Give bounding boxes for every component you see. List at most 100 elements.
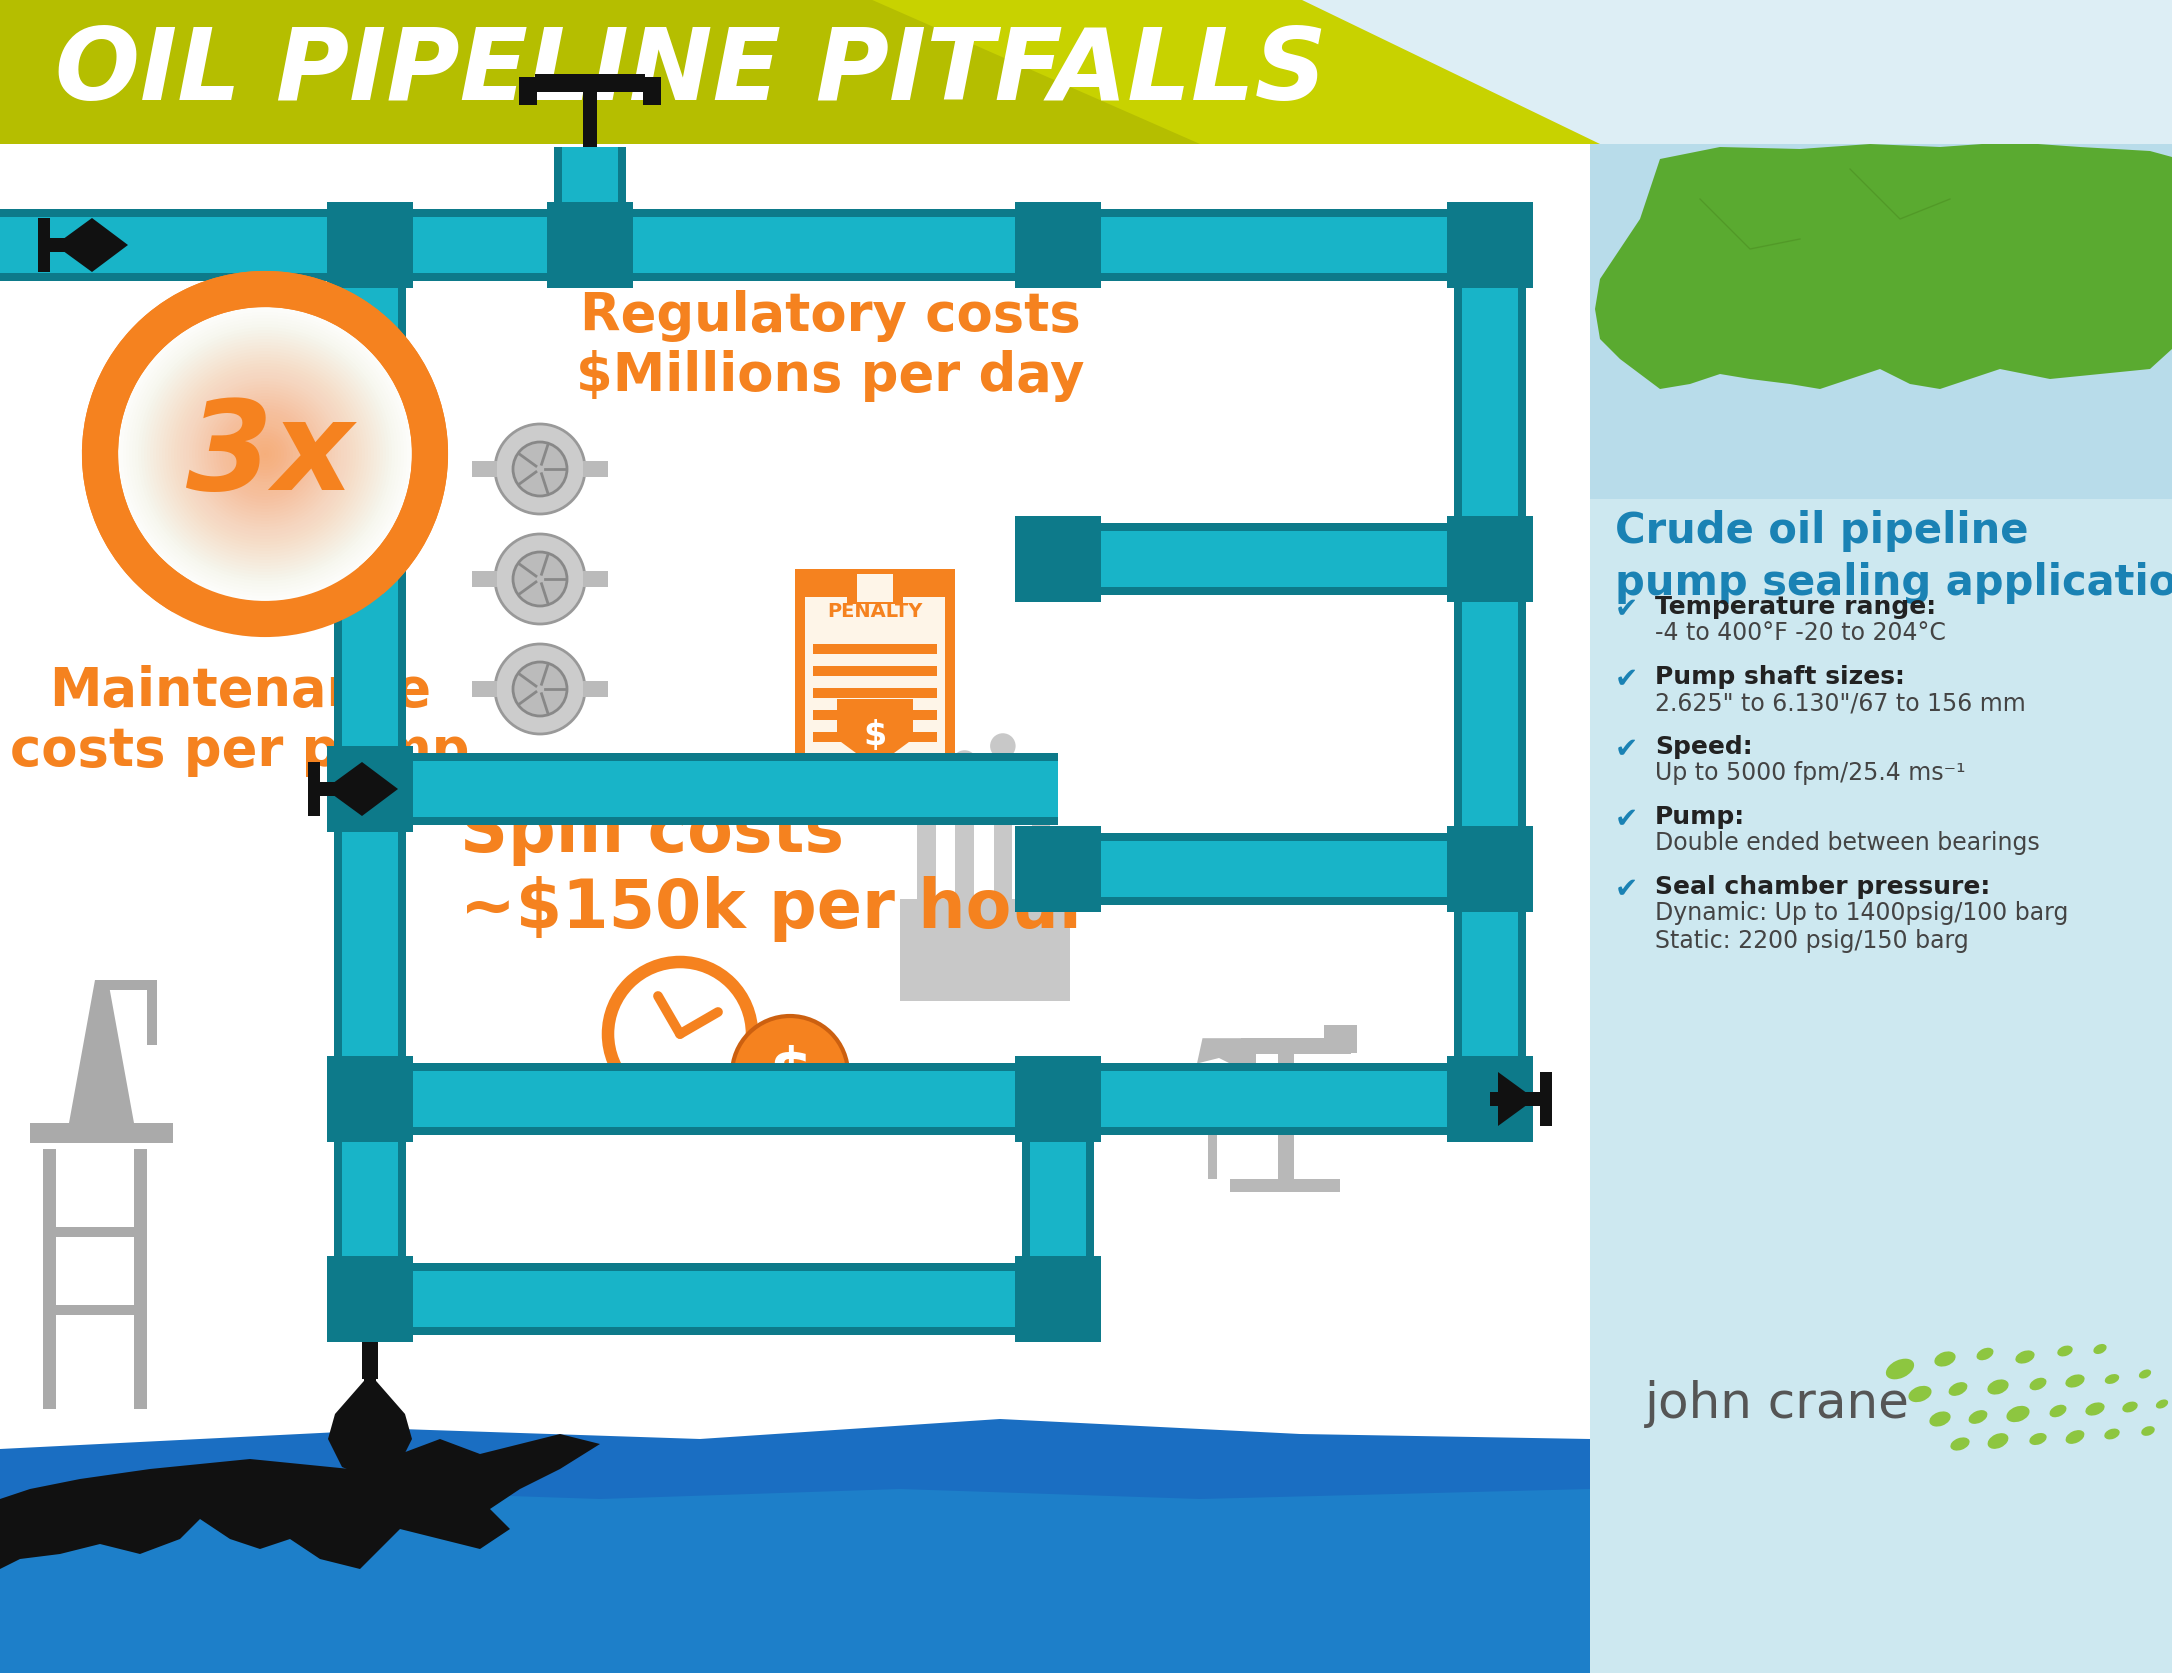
Ellipse shape <box>2105 1374 2120 1384</box>
Bar <box>135 1149 148 1409</box>
Ellipse shape <box>1948 1382 1968 1395</box>
Text: ✔: ✔ <box>1616 664 1638 693</box>
Bar <box>43 1149 56 1409</box>
Text: Dynamic: Up to 1400psig/100 barg
Static: 2200 psig/150 barg: Dynamic: Up to 1400psig/100 barg Static:… <box>1655 900 2068 952</box>
Polygon shape <box>836 699 912 768</box>
Text: ✔: ✔ <box>1616 805 1638 833</box>
Bar <box>148 980 156 1046</box>
Bar <box>812 711 936 721</box>
Bar <box>363 1300 378 1379</box>
Circle shape <box>495 535 584 624</box>
Circle shape <box>990 734 1016 760</box>
Bar <box>643 79 660 105</box>
Circle shape <box>495 425 584 515</box>
Text: 3x: 3x <box>187 395 354 515</box>
Ellipse shape <box>2007 1405 2029 1422</box>
Bar <box>1323 1026 1358 1052</box>
Ellipse shape <box>2085 1402 2105 1415</box>
Bar <box>1453 870 1527 1099</box>
Bar <box>812 689 936 699</box>
Bar <box>1058 274 1490 281</box>
Circle shape <box>914 716 938 743</box>
Bar <box>334 246 341 790</box>
Bar <box>619 147 626 246</box>
Bar <box>591 274 1058 281</box>
Text: ✔: ✔ <box>1616 594 1638 622</box>
Bar <box>519 79 536 105</box>
Bar <box>1086 1099 1095 1300</box>
Bar <box>1453 246 1462 560</box>
Bar <box>554 147 563 246</box>
Bar <box>369 818 1058 825</box>
Bar <box>1023 1099 1030 1300</box>
Ellipse shape <box>1935 1352 1955 1367</box>
Bar <box>397 246 406 790</box>
Bar <box>1014 1056 1101 1143</box>
Bar <box>812 644 936 654</box>
Circle shape <box>113 303 417 607</box>
Ellipse shape <box>1987 1380 2009 1395</box>
Text: Spill costs
~$150k per hour: Spill costs ~$150k per hour <box>460 800 1093 942</box>
Polygon shape <box>363 763 397 816</box>
Bar <box>1058 833 1490 905</box>
Bar <box>334 790 406 1099</box>
Bar <box>1453 246 1527 560</box>
Bar <box>591 209 1058 281</box>
Text: -4 to 400°F -20 to 204°C: -4 to 400°F -20 to 204°C <box>1655 621 1946 644</box>
Bar <box>795 570 956 780</box>
Bar <box>369 1327 1058 1335</box>
Text: Pump:: Pump: <box>1655 805 1744 828</box>
Bar <box>1447 1056 1533 1143</box>
Bar <box>1240 1039 1351 1054</box>
Bar <box>397 1099 406 1300</box>
Circle shape <box>495 644 584 734</box>
Bar <box>1453 560 1462 870</box>
Polygon shape <box>0 1419 1590 1673</box>
Bar <box>1058 1064 1490 1136</box>
Bar <box>1058 897 1490 905</box>
Bar <box>1590 130 2172 500</box>
Ellipse shape <box>2066 1430 2085 1444</box>
Bar <box>326 202 413 289</box>
Bar <box>1590 130 2172 1673</box>
Bar <box>1058 209 1490 281</box>
Ellipse shape <box>1977 1348 1994 1360</box>
Bar <box>993 763 1012 900</box>
Polygon shape <box>91 219 128 273</box>
Bar <box>334 1099 406 1300</box>
Bar <box>39 239 100 253</box>
Bar <box>0 274 591 281</box>
Polygon shape <box>1197 1039 1255 1069</box>
Bar <box>334 790 341 1099</box>
Polygon shape <box>328 1374 413 1479</box>
Bar <box>397 790 406 1099</box>
Bar <box>1058 524 1490 596</box>
Circle shape <box>513 663 567 716</box>
Polygon shape <box>0 1489 1590 1673</box>
Text: $: $ <box>769 1046 812 1104</box>
Ellipse shape <box>2016 1350 2035 1363</box>
Text: Seal chamber pressure:: Seal chamber pressure: <box>1655 875 1990 898</box>
Bar <box>1453 560 1527 870</box>
Bar <box>369 753 1058 761</box>
Bar <box>37 219 50 273</box>
Ellipse shape <box>1968 1410 1987 1424</box>
Bar <box>1490 1092 1551 1106</box>
Ellipse shape <box>2029 1379 2046 1390</box>
Bar <box>471 572 497 587</box>
Polygon shape <box>1594 142 2172 390</box>
Bar <box>1014 202 1101 289</box>
Bar <box>1447 826 1533 913</box>
Bar <box>43 1305 148 1315</box>
Bar <box>1058 1128 1490 1136</box>
Polygon shape <box>871 0 2172 146</box>
Bar <box>1208 1064 1216 1179</box>
Text: Crude oil pipeline
pump sealing applications: Crude oil pipeline pump sealing applicat… <box>1616 510 2172 604</box>
Text: PENALTY: PENALTY <box>828 602 923 621</box>
Text: Up to 5000 fpm/25.4 ms⁻¹: Up to 5000 fpm/25.4 ms⁻¹ <box>1655 761 1966 785</box>
Bar <box>369 1064 1058 1071</box>
Circle shape <box>513 443 567 497</box>
Bar <box>582 572 608 587</box>
Bar <box>812 733 936 743</box>
Ellipse shape <box>1950 1437 1970 1450</box>
